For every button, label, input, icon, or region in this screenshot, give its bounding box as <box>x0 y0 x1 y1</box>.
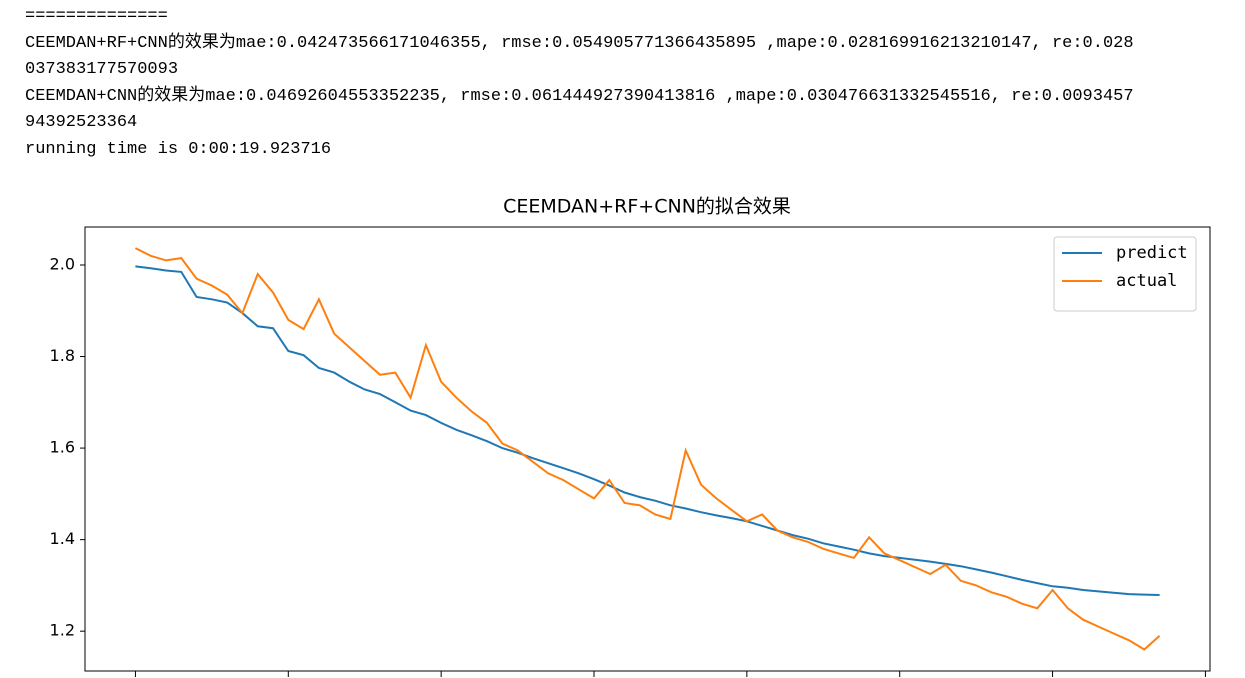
y-tick-label: 1.8 <box>50 346 75 365</box>
output-line: 037383177570093 <box>25 60 179 79</box>
output-line: running time is 0:00:19.923716 <box>25 139 332 159</box>
y-tick-label: 1.4 <box>50 529 75 548</box>
output-line: ============== <box>25 7 168 26</box>
legend-box <box>1053 236 1197 312</box>
y-tick-label: 1.2 <box>50 621 75 640</box>
legend-label: actual <box>1116 271 1177 291</box>
y-tick-label: 2.0 <box>50 254 75 273</box>
y-tick-label: 1.6 <box>50 438 75 457</box>
output-line: CEEMDAN+CNN的效果为mae:0.04692604553352235, … <box>25 86 1134 106</box>
output-line: 94392523364 <box>25 113 138 132</box>
line-series <box>134 247 1161 651</box>
line-series <box>135 265 1160 596</box>
plot-frame <box>84 226 1211 672</box>
legend-label: predict <box>1116 243 1188 263</box>
chart-title: CEEMDAN+RF+CNN的拟合效果 <box>503 196 791 218</box>
output-line: CEEMDAN+RF+CNN的效果为mae:0.0424735661710463… <box>25 33 1134 53</box>
cell-output: ============== CEEMDAN+RF+CNN的效果为mae:0.04… <box>25 4 1134 163</box>
